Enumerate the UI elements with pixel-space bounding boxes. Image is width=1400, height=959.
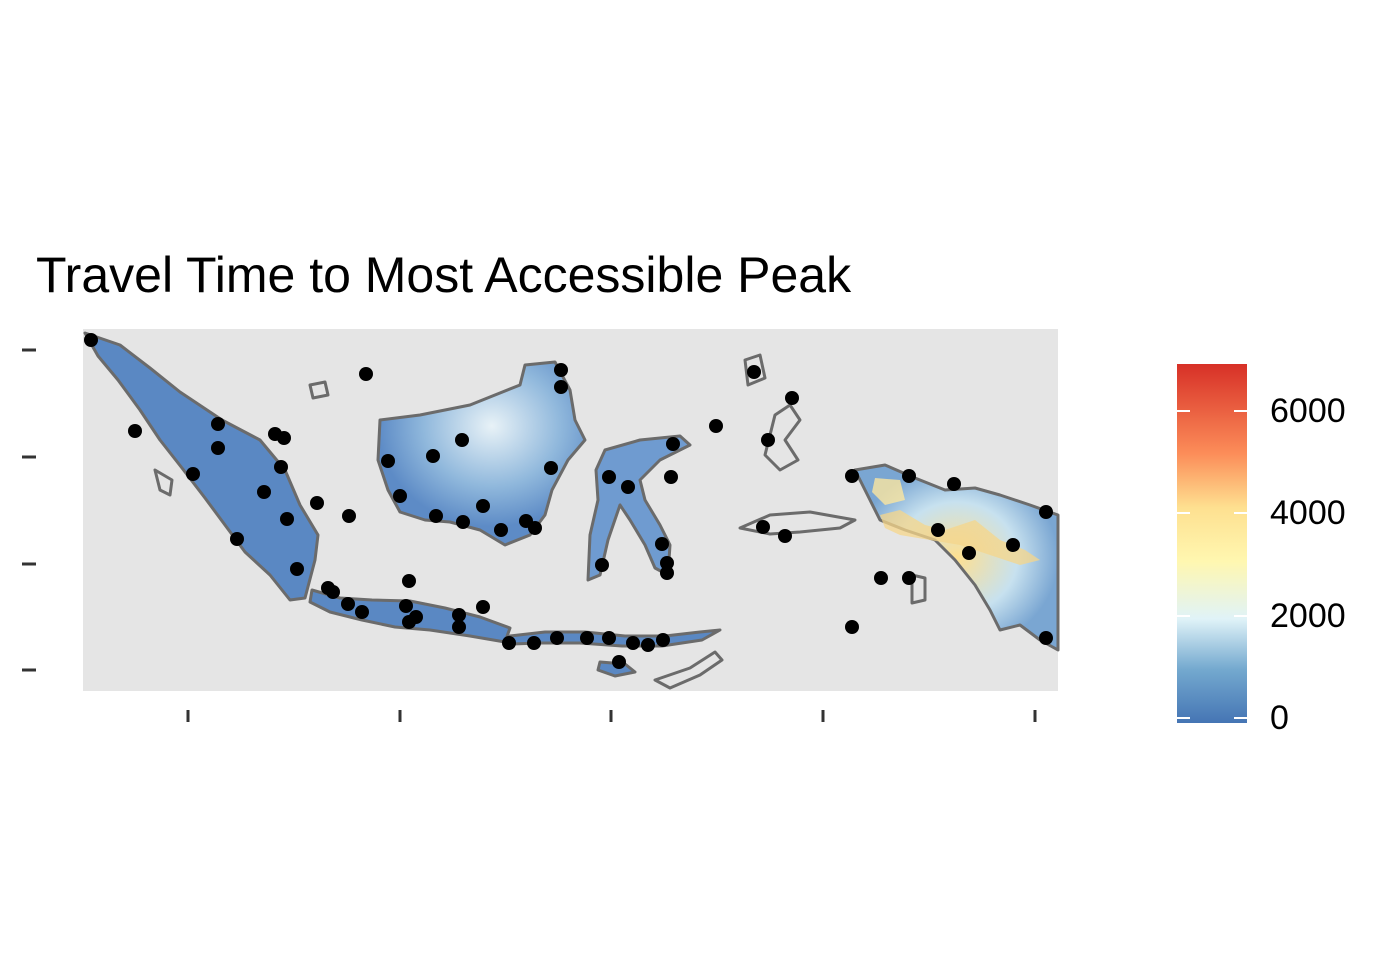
peak-point: [310, 496, 324, 510]
peak-point: [621, 480, 635, 494]
peak-point: [962, 546, 976, 560]
peak-point: [274, 460, 288, 474]
peak-point: [902, 469, 916, 483]
peak-point: [290, 562, 304, 576]
island-sumatra: [83, 331, 320, 602]
peak-point: [554, 363, 568, 377]
peak-point: [947, 477, 961, 491]
peak-point: [494, 523, 508, 537]
peak-point: [280, 512, 294, 526]
papua-highlands: [880, 510, 1040, 565]
legend-break-label: 4000: [1270, 494, 1346, 532]
peak-point: [664, 470, 678, 484]
peak-point: [211, 441, 225, 455]
peak-point: [393, 489, 407, 503]
peak-point: [709, 419, 723, 433]
peak-point: [580, 631, 594, 645]
island-small-west: [153, 468, 174, 497]
peak-points: [84, 333, 1053, 669]
peak-point: [761, 433, 775, 447]
y-axis-ticks: [22, 348, 36, 672]
peak-point: [641, 638, 655, 652]
peak-point: [785, 391, 799, 405]
peak-point: [1039, 631, 1053, 645]
peak-point: [527, 636, 541, 650]
peak-point: [845, 469, 859, 483]
peak-point: [756, 520, 770, 534]
peak-point: [452, 620, 466, 634]
peak-point: [402, 574, 416, 588]
peak-point: [1006, 538, 1020, 552]
island-small-north: [743, 353, 767, 387]
peak-point: [426, 449, 440, 463]
peak-point: [874, 571, 888, 585]
peak-point: [230, 532, 244, 546]
peak-point: [660, 566, 674, 580]
peak-point: [656, 633, 670, 647]
legend-break-label: 6000: [1270, 392, 1346, 430]
island-small-east: [910, 573, 927, 605]
peak-point: [845, 620, 859, 634]
peak-point: [476, 600, 490, 614]
peak-point: [602, 631, 616, 645]
island-borneo: [376, 360, 587, 547]
peak-point: [128, 424, 142, 438]
peak-point: [429, 509, 443, 523]
peak-point: [452, 608, 466, 622]
island-seram: [738, 510, 857, 536]
island-timor: [653, 650, 724, 690]
peak-point: [902, 571, 916, 585]
peak-point: [502, 636, 516, 650]
peak-point: [931, 523, 945, 537]
legend-break-label: 0: [1270, 699, 1289, 737]
peak-point: [595, 558, 609, 572]
peak-point: [660, 556, 674, 570]
peak-point: [399, 599, 413, 613]
peak-point: [277, 431, 291, 445]
peak-point: [456, 515, 470, 529]
peak-point: [747, 365, 761, 379]
peak-point: [666, 437, 680, 451]
peak-point: [186, 467, 200, 481]
papua-bird-head-spot: [872, 478, 905, 505]
legend-break-label: 2000: [1270, 597, 1346, 635]
peak-point: [211, 417, 225, 431]
legend-ticks: [1177, 410, 1247, 719]
peak-point: [355, 605, 369, 619]
peak-point: [626, 636, 640, 650]
peak-point: [342, 509, 356, 523]
peak-point: [455, 433, 469, 447]
peak-point: [612, 655, 626, 669]
peak-point: [602, 470, 616, 484]
peak-point: [359, 367, 373, 381]
legend-colorbar: [1177, 364, 1247, 723]
x-axis-ticks: [186, 710, 1037, 722]
land-masses: [83, 331, 1060, 690]
peak-point: [381, 454, 395, 468]
peak-point: [1039, 505, 1053, 519]
peak-point: [476, 499, 490, 513]
peak-point: [341, 597, 355, 611]
island-small-north2: [308, 380, 330, 400]
peak-point: [778, 529, 792, 543]
peak-point: [409, 610, 423, 624]
peak-point: [84, 333, 98, 347]
peak-point: [554, 380, 568, 394]
peak-point: [655, 537, 669, 551]
peak-point: [257, 485, 271, 499]
peak-point: [550, 631, 564, 645]
peak-point: [326, 585, 340, 599]
map-title: Travel Time to Most Accessible Peak: [36, 247, 852, 303]
peak-point: [544, 461, 558, 475]
peak-point: [528, 521, 542, 535]
